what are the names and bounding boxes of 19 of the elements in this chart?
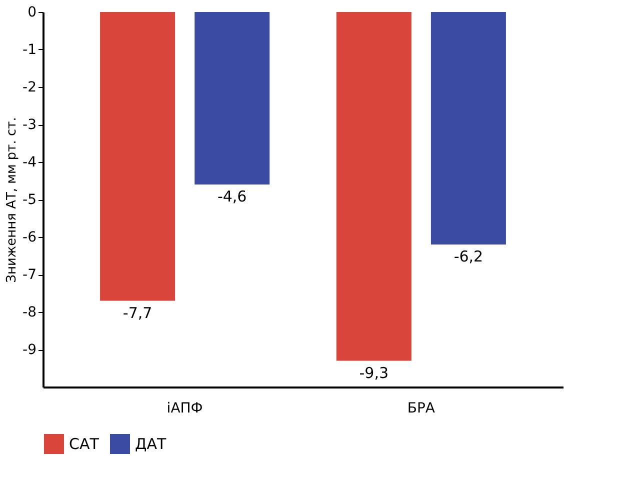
y-tick-label: -7: [22, 267, 36, 283]
x-tick-label: БРА: [407, 400, 436, 416]
y-tick-label: -2: [22, 80, 36, 96]
legend-label: САТ: [69, 435, 100, 453]
y-tick-label: -4: [22, 154, 37, 170]
legend-label: ДАТ: [135, 435, 167, 453]
data-label: -9,3: [359, 364, 389, 382]
y-tick-label: -6: [22, 230, 37, 246]
data-label: -6,2: [454, 248, 484, 266]
data-label: -7,7: [122, 304, 152, 322]
y-tick-label: -8: [22, 304, 36, 320]
data-label: -4,6: [217, 188, 247, 206]
y-tick-label: -9: [22, 342, 36, 358]
y-tick-label: -1: [22, 42, 36, 58]
y-axis-title: Зниження АТ, мм рт. ст.: [4, 117, 20, 283]
y-tick-label: -3: [22, 117, 36, 133]
y-tick-label: -5: [22, 192, 36, 208]
x-tick-label: іАПФ: [166, 400, 203, 416]
y-tick-label: 0: [28, 4, 36, 20]
